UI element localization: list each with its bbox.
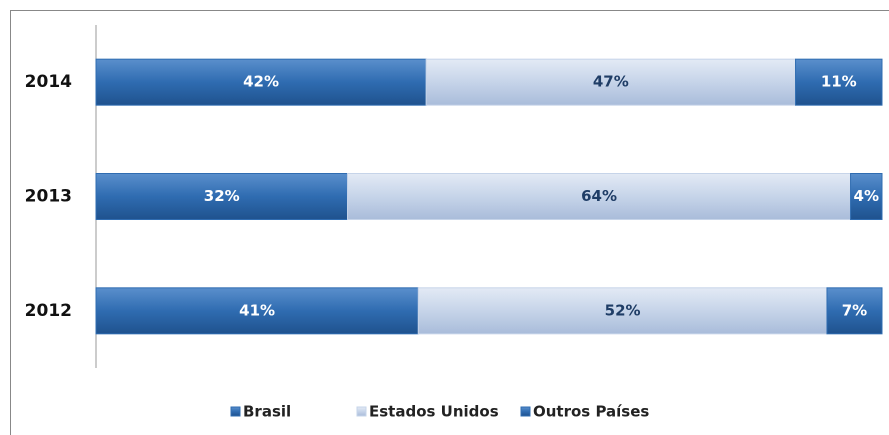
data-label: 4% [854, 187, 879, 205]
y-tick-label: 2012 [25, 301, 72, 321]
legend-marker [356, 406, 367, 417]
legend-marker [230, 406, 241, 417]
data-label: 52% [605, 301, 641, 319]
bar-segment [795, 58, 883, 106]
legend-label: Outros Países [533, 403, 649, 421]
data-label: 11% [821, 73, 857, 91]
bar-segment [850, 173, 883, 220]
chart-frame [10, 10, 889, 435]
y-tick-label: 2014 [25, 72, 72, 92]
data-label: 41% [239, 301, 275, 319]
bar-segment [417, 287, 828, 335]
data-label: 32% [204, 187, 240, 205]
bar-segment [425, 58, 797, 106]
bar-segment [826, 287, 883, 335]
legend-label: Brasil [243, 403, 291, 421]
legend-label: Estados Unidos [369, 403, 499, 421]
data-label: 42% [243, 73, 279, 91]
bar-segment [95, 287, 419, 335]
data-label: 7% [842, 301, 867, 319]
bar-segment [347, 173, 852, 220]
legend-marker [520, 406, 531, 417]
data-label: 47% [593, 73, 629, 91]
data-label: 64% [581, 187, 617, 205]
y-tick-label: 2013 [25, 187, 72, 207]
